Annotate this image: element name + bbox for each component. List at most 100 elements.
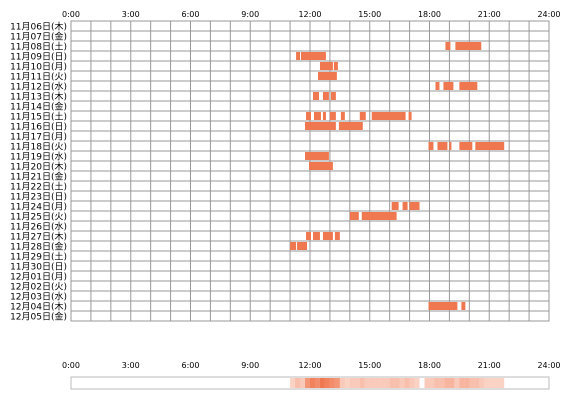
activity-bar bbox=[359, 112, 366, 120]
summary-cell bbox=[324, 378, 330, 388]
row-label: 11月09日(日) bbox=[10, 52, 67, 63]
activity-bar bbox=[459, 82, 478, 90]
summary-cell bbox=[434, 378, 440, 388]
row-label: 11月11日(火) bbox=[10, 72, 67, 83]
summary-cell bbox=[314, 378, 320, 388]
row-label: 11月15日(土) bbox=[10, 111, 67, 123]
summary-cell bbox=[494, 378, 500, 388]
row-label: 11月08日(土) bbox=[10, 41, 67, 53]
row-label: 11月28日(金) bbox=[10, 241, 67, 253]
activity-bar bbox=[435, 82, 440, 90]
activity-bar bbox=[428, 302, 458, 310]
summary-cell bbox=[349, 378, 355, 388]
summary-cell bbox=[414, 378, 420, 388]
row-label: 11月25日(火) bbox=[10, 212, 67, 223]
summary-cell bbox=[469, 378, 475, 388]
activity-bar bbox=[349, 212, 359, 220]
summary-cell bbox=[479, 378, 485, 388]
activity-bar bbox=[437, 142, 448, 150]
activity-bar bbox=[309, 162, 333, 170]
activity-bar bbox=[361, 212, 397, 220]
row-label: 11月06日(木) bbox=[10, 21, 67, 33]
summary-cell bbox=[300, 378, 306, 388]
activity-bar bbox=[449, 142, 452, 150]
activity-bar bbox=[306, 232, 311, 240]
activity-bar bbox=[322, 112, 326, 120]
activity-bar bbox=[428, 142, 434, 150]
summary-cell bbox=[310, 378, 315, 388]
x-tick-label-top: 24:00 bbox=[537, 10, 560, 19]
x-tick-label-top: 6:00 bbox=[182, 10, 200, 19]
summary-cell bbox=[409, 378, 415, 388]
summary-cell bbox=[474, 378, 480, 388]
summary-cell bbox=[384, 378, 390, 388]
row-label: 11月13日(木) bbox=[10, 91, 67, 103]
row-label: 12月02日(火) bbox=[10, 282, 67, 293]
summary-cell bbox=[489, 378, 495, 388]
x-tick-label-bottom: 6:00 bbox=[182, 361, 200, 370]
activity-bar bbox=[333, 62, 338, 70]
activity-bar bbox=[322, 92, 329, 100]
x-tick-label-top: 15:00 bbox=[358, 10, 381, 19]
x-tick-label-top: 9:00 bbox=[241, 10, 259, 19]
row-label: 11月29日(土) bbox=[10, 251, 67, 263]
x-tick-label-top: 21:00 bbox=[478, 10, 501, 19]
activity-bar bbox=[306, 112, 311, 120]
row-label: 11月14日(金) bbox=[10, 101, 67, 113]
row-label: 11月30日(日) bbox=[10, 262, 67, 273]
summary-cell bbox=[334, 378, 340, 388]
row-label: 12月04日(木) bbox=[10, 301, 67, 313]
x-tick-label-bottom: 21:00 bbox=[478, 361, 501, 370]
summary-cell bbox=[344, 378, 350, 388]
row-label: 11月10日(月) bbox=[10, 62, 67, 73]
x-tick-label-top: 18:00 bbox=[418, 10, 441, 19]
activity-bar bbox=[340, 112, 345, 120]
summary-cell bbox=[379, 378, 385, 388]
row-label: 11月07日(金) bbox=[10, 31, 67, 43]
summary-cell bbox=[484, 378, 490, 388]
row-label: 11月22日(土) bbox=[10, 181, 67, 193]
summary-cell bbox=[404, 378, 410, 388]
activity-bar bbox=[329, 112, 336, 120]
row-label: 12月01日(月) bbox=[10, 272, 67, 283]
activity-bar bbox=[317, 72, 337, 80]
summary-cell bbox=[295, 378, 301, 388]
summary-cell bbox=[399, 378, 405, 388]
summary-cell bbox=[499, 378, 505, 388]
row-label: 11月16日(日) bbox=[10, 122, 67, 133]
x-tick-label-bottom: 0:00 bbox=[62, 361, 80, 370]
activity-bar bbox=[312, 92, 319, 100]
activity-bar bbox=[455, 42, 482, 50]
activity-bar bbox=[290, 242, 297, 250]
activity-bar bbox=[402, 202, 408, 210]
activity-bar bbox=[338, 122, 363, 130]
activity-bar bbox=[312, 232, 320, 240]
summary-cell bbox=[429, 378, 435, 388]
x-tick-label-top: 12:00 bbox=[298, 10, 321, 19]
summary-cell bbox=[424, 378, 430, 388]
activity-bar bbox=[330, 92, 336, 100]
summary-cell bbox=[389, 378, 395, 388]
activity-bar bbox=[445, 42, 451, 50]
summary-cell bbox=[305, 378, 310, 388]
summary-cell bbox=[359, 378, 365, 388]
activity-bar bbox=[319, 62, 333, 70]
summary-cell bbox=[449, 378, 455, 388]
row-label: 12月05日(金) bbox=[10, 311, 67, 323]
activity-bar bbox=[322, 232, 333, 240]
x-tick-label-bottom: 18:00 bbox=[418, 361, 441, 370]
activity-bar bbox=[391, 202, 399, 210]
row-label: 11月12日(水) bbox=[10, 81, 67, 93]
x-tick-label-bottom: 15:00 bbox=[358, 361, 381, 370]
activity-bar bbox=[305, 122, 336, 130]
summary-cell bbox=[369, 378, 375, 388]
activity-bar bbox=[301, 52, 326, 60]
row-label: 11月23日(日) bbox=[10, 192, 67, 203]
x-tick-label-bottom: 9:00 bbox=[241, 361, 259, 370]
activity-bar bbox=[475, 142, 505, 150]
summary-cell bbox=[394, 378, 400, 388]
activity-bar bbox=[334, 232, 340, 240]
row-label: 11月24日(月) bbox=[10, 202, 67, 213]
row-label: 11月26日(水) bbox=[10, 221, 67, 233]
